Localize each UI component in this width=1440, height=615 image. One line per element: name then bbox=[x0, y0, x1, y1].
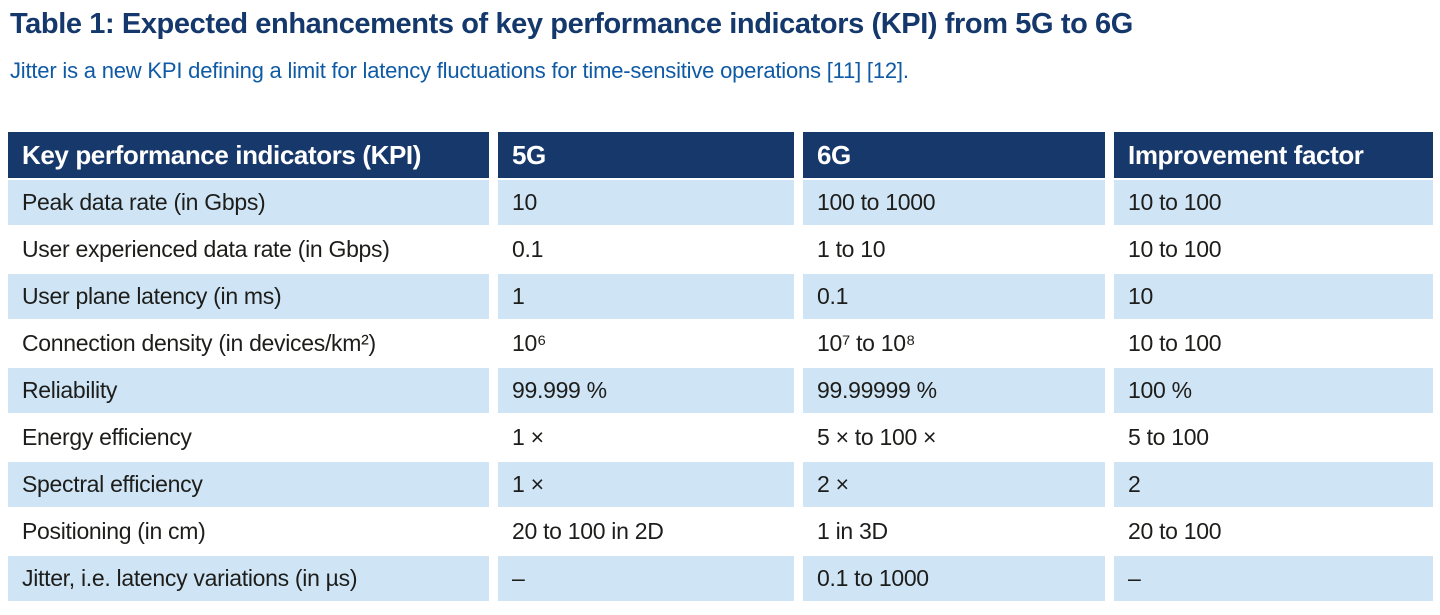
5g-value-cell: 20 to 100 in 2D bbox=[498, 509, 794, 554]
table-row: Energy efficiency 1 × 5 × to 100 × 5 to … bbox=[8, 415, 1433, 460]
table-subtitle: Jitter is a new KPI defining a limit for… bbox=[10, 58, 909, 83]
5g-value-cell: – bbox=[498, 556, 794, 601]
5g-value-cell: 10 bbox=[498, 180, 794, 225]
kpi-table: Key performance indicators (KPI) 5G 6G I… bbox=[8, 132, 1433, 603]
6g-value-cell: 0.1 bbox=[803, 274, 1105, 319]
6g-value-cell: 1 to 10 bbox=[803, 227, 1105, 272]
column-header-kpi: Key performance indicators (KPI) bbox=[8, 132, 489, 178]
improvement-factor-cell: 10 to 100 bbox=[1114, 321, 1433, 366]
column-header-6g: 6G bbox=[803, 132, 1105, 178]
table-row: User experienced data rate (in Gbps) 0.1… bbox=[8, 227, 1433, 272]
6g-value-cell: 99.99999 % bbox=[803, 368, 1105, 413]
6g-value-cell: 5 × to 100 × bbox=[803, 415, 1105, 460]
6g-value-cell: 10⁷ to 10⁸ bbox=[803, 321, 1105, 366]
table-row: Peak data rate (in Gbps) 10 100 to 1000 … bbox=[8, 180, 1433, 225]
5g-value-cell: 10⁶ bbox=[498, 321, 794, 366]
improvement-factor-cell: 10 to 100 bbox=[1114, 227, 1433, 272]
kpi-cell: Peak data rate (in Gbps) bbox=[8, 180, 489, 225]
kpi-cell: Jitter, i.e. latency variations (in µs) bbox=[8, 556, 489, 601]
column-header-5g: 5G bbox=[498, 132, 794, 178]
improvement-factor-cell: 2 bbox=[1114, 462, 1433, 507]
6g-value-cell: 1 in 3D bbox=[803, 509, 1105, 554]
5g-value-cell: 1 bbox=[498, 274, 794, 319]
column-header-improvement-factor: Improvement factor bbox=[1114, 132, 1433, 178]
table-caption: Table 1: Expected enhancements of key pe… bbox=[10, 8, 1133, 40]
table-row: User plane latency (in ms) 1 0.1 10 bbox=[8, 274, 1433, 319]
table-row: Positioning (in cm) 20 to 100 in 2D 1 in… bbox=[8, 509, 1433, 554]
5g-value-cell: 1 × bbox=[498, 415, 794, 460]
kpi-cell: Positioning (in cm) bbox=[8, 509, 489, 554]
6g-value-cell: 0.1 to 1000 bbox=[803, 556, 1105, 601]
6g-value-cell: 2 × bbox=[803, 462, 1105, 507]
improvement-factor-cell: 100 % bbox=[1114, 368, 1433, 413]
5g-value-cell: 1 × bbox=[498, 462, 794, 507]
improvement-factor-cell: 20 to 100 bbox=[1114, 509, 1433, 554]
table-row: Reliability 99.999 % 99.99999 % 100 % bbox=[8, 368, 1433, 413]
6g-value-cell: 100 to 1000 bbox=[803, 180, 1105, 225]
kpi-cell: User plane latency (in ms) bbox=[8, 274, 489, 319]
kpi-cell: Spectral efficiency bbox=[8, 462, 489, 507]
table-row: Spectral efficiency 1 × 2 × 2 bbox=[8, 462, 1433, 507]
table-header-row: Key performance indicators (KPI) 5G 6G I… bbox=[8, 132, 1433, 178]
kpi-cell: User experienced data rate (in Gbps) bbox=[8, 227, 489, 272]
5g-value-cell: 0.1 bbox=[498, 227, 794, 272]
improvement-factor-cell: 5 to 100 bbox=[1114, 415, 1433, 460]
improvement-factor-cell: – bbox=[1114, 556, 1433, 601]
table-body: Peak data rate (in Gbps) 10 100 to 1000 … bbox=[8, 180, 1433, 601]
5g-value-cell: 99.999 % bbox=[498, 368, 794, 413]
improvement-factor-cell: 10 bbox=[1114, 274, 1433, 319]
table-row: Connection density (in devices/km²) 10⁶ … bbox=[8, 321, 1433, 366]
kpi-cell: Connection density (in devices/km²) bbox=[8, 321, 489, 366]
kpi-cell: Energy efficiency bbox=[8, 415, 489, 460]
kpi-cell: Reliability bbox=[8, 368, 489, 413]
improvement-factor-cell: 10 to 100 bbox=[1114, 180, 1433, 225]
table-row: Jitter, i.e. latency variations (in µs) … bbox=[8, 556, 1433, 601]
